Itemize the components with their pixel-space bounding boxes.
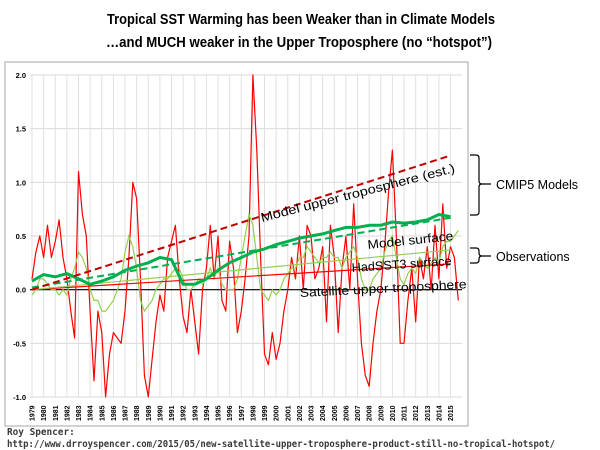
cmip5-bracket — [470, 154, 491, 216]
x-tick-label: 1984 — [88, 405, 95, 421]
cmip5-models-label: CMIP5 Models — [496, 178, 578, 192]
annotation-hadsst3-surface: HadSST3 surface — [351, 254, 452, 275]
y-axis-ticks: 2.0 1.5 1.0 0.5 0.0 -0.5 -1.0 — [13, 71, 26, 402]
observations-label: Observations — [496, 250, 570, 264]
x-tick-label: 1993 — [192, 405, 199, 421]
x-tick-label: 1989 — [146, 405, 153, 421]
x-tick-label: 2009 — [378, 405, 385, 421]
x-tick-label: 1998 — [250, 405, 257, 421]
x-tick-label: 2000 — [274, 405, 281, 421]
x-tick-label: 2013 — [425, 405, 432, 421]
hadsst3-trend-line — [31, 249, 451, 291]
footer-author: Roy Spencer: — [7, 427, 75, 438]
x-tick-label: 1981 — [53, 405, 60, 421]
x-tick-label: 2001 — [285, 405, 292, 421]
x-tick-label: 1980 — [41, 405, 48, 421]
hadsst3-series-line — [31, 212, 459, 313]
x-tick-label: 1983 — [76, 405, 83, 421]
x-tick-label: 1987 — [123, 405, 130, 421]
x-tick-label: 2010 — [390, 405, 397, 421]
y-tick-label: -1.0 — [13, 393, 26, 402]
chart-title-line-2: …and MUCH weaker in the Upper Tropospher… — [106, 35, 492, 51]
model-surface-series-line — [31, 213, 451, 286]
x-tick-label: 2011 — [402, 406, 409, 421]
x-axis-ticks: 1979 1980 1981 1982 1983 1984 1985 1986 1987 1988… — [30, 405, 456, 421]
satellite-trend-line — [31, 263, 451, 291]
x-tick-label: 1982 — [64, 405, 71, 421]
y-tick-label: 2.0 — [16, 71, 26, 80]
model-upper-trop-trend-line — [31, 154, 451, 291]
footer-url[interactable]: http://www.drroyspencer.com/2015/05/new-… — [7, 439, 555, 450]
x-tick-label: 2002 — [297, 405, 304, 421]
y-tick-label: 1.0 — [16, 178, 26, 187]
x-tick-label: 1997 — [239, 405, 246, 421]
model-surface-trend-line — [31, 216, 451, 289]
y-tick-label: 1.5 — [16, 125, 26, 134]
x-tick-label: 1999 — [262, 405, 269, 421]
observations-bracket — [470, 247, 491, 264]
x-tick-label: 2014 — [436, 405, 443, 421]
y-tick-label: -0.5 — [13, 339, 26, 348]
x-tick-label: 2008 — [367, 405, 374, 421]
y-tick-label: 0.5 — [16, 232, 26, 241]
chart-title-line-1: Tropical SST Warming has been Weaker tha… — [107, 12, 495, 28]
x-tick-label: 2006 — [343, 405, 350, 421]
x-tick-label: 1985 — [99, 405, 106, 421]
x-tick-label: 1979 — [30, 405, 37, 421]
y-tick-label: 0.0 — [16, 286, 26, 295]
x-tick-label: 1990 — [157, 405, 164, 421]
x-tick-label: 2004 — [320, 405, 327, 421]
x-tick-label: 2005 — [332, 405, 339, 421]
x-tick-label: 2015 — [448, 405, 455, 421]
x-tick-label: 1988 — [134, 405, 141, 421]
x-tick-label: 1986 — [111, 405, 118, 421]
x-tick-label: 1994 — [204, 405, 211, 421]
series-group — [30, 74, 462, 398]
x-tick-label: 2007 — [355, 405, 362, 421]
satellite-series-line — [31, 74, 459, 398]
x-tick-label: 1995 — [216, 405, 223, 421]
x-tick-label: 1996 — [227, 405, 234, 421]
x-tick-label: 2003 — [309, 405, 316, 421]
x-tick-label: 2012 — [413, 405, 420, 421]
plot-frame — [4, 61, 469, 427]
x-tick-label: 1992 — [181, 405, 188, 421]
x-tick-label: 1991 — [169, 405, 176, 421]
